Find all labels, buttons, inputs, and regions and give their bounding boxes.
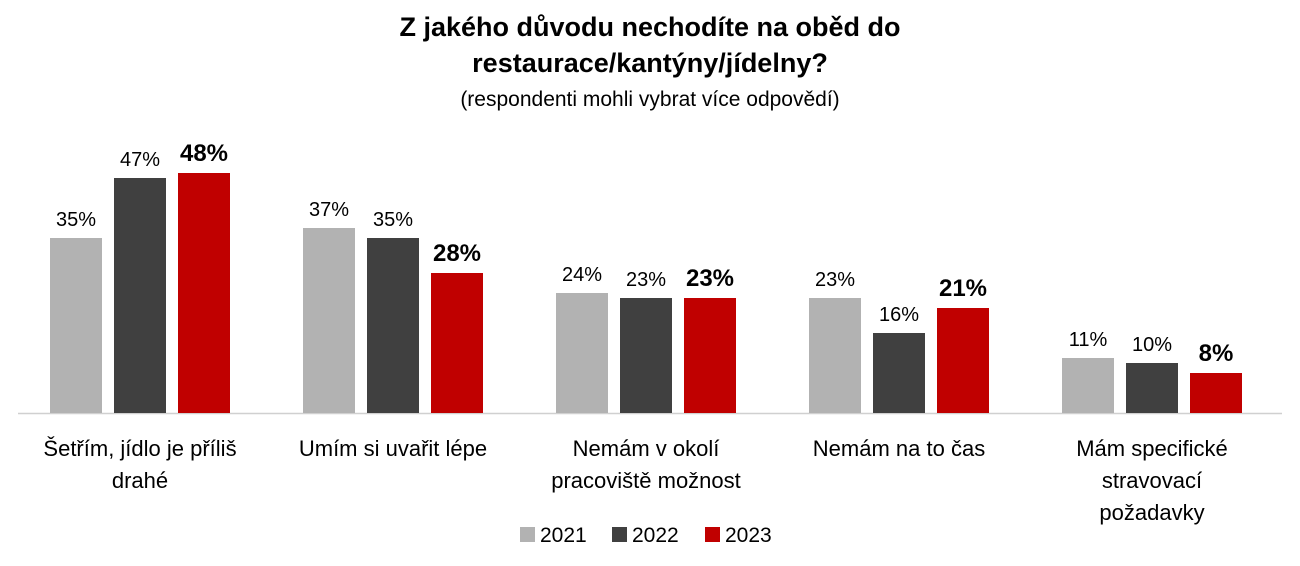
category-label-3-line-2: pracoviště možnost	[551, 468, 741, 493]
legend-swatch-2021	[520, 527, 535, 542]
category-label-5-line-2: stravovací	[1102, 468, 1202, 493]
data-label-2021-3: 24%	[562, 264, 602, 286]
data-label-2022-1: 47%	[120, 149, 160, 171]
bar-2022-1	[114, 178, 166, 413]
bar-2023-2	[431, 273, 483, 413]
data-label-2021-5: 11%	[1069, 329, 1108, 351]
bar-2022-4	[873, 333, 925, 413]
bar-2021-5	[1062, 358, 1114, 413]
bar-2021-2	[303, 228, 355, 413]
legend-swatch-2022	[612, 527, 627, 542]
category-label-1-line-2: drahé	[112, 468, 168, 493]
legend-label-2021: 2021	[540, 524, 587, 547]
bar-2023-4	[937, 308, 989, 413]
chart-title-line1: Z jakého důvodu nechodíte na oběd do	[399, 12, 901, 42]
data-label-2022-5: 10%	[1132, 334, 1172, 356]
bar-2022-2	[367, 238, 419, 413]
bar-2022-3	[620, 298, 672, 413]
data-label-2023-3: 23%	[686, 265, 734, 292]
category-label-5-line-1: Mám specifické	[1076, 436, 1228, 461]
data-label-2022-2: 35%	[373, 209, 413, 231]
category-label-1-line-1: Šetřím, jídlo je příliš	[43, 436, 236, 461]
bar-2022-5	[1126, 363, 1178, 413]
data-label-2021-4: 23%	[815, 269, 855, 291]
data-label-2023-5: 8%	[1199, 340, 1234, 367]
category-label-5-line-3: požadavky	[1099, 500, 1204, 525]
category-label-3-line-1: Nemám v okolí	[573, 436, 720, 461]
bar-2021-1	[50, 238, 102, 413]
data-label-2023-2: 28%	[433, 240, 481, 267]
chart-subtitle: (respondenti mohli vybrat více odpovědí)	[460, 88, 840, 111]
data-label-2021-2: 37%	[309, 199, 349, 221]
category-label-4-line-1: Nemám na to čas	[813, 436, 985, 461]
bar-2021-4	[809, 298, 861, 413]
data-label-2023-1: 48%	[180, 140, 228, 167]
bar-2023-1	[178, 173, 230, 413]
legend-label-2023: 2023	[725, 524, 772, 547]
legend-swatch-2023	[705, 527, 720, 542]
bar-2021-3	[556, 293, 608, 413]
data-label-2022-3: 23%	[626, 269, 666, 291]
data-label-2021-1: 35%	[56, 209, 96, 231]
category-label-2-line-1: Umím si uvařit lépe	[299, 436, 487, 461]
data-label-2023-4: 21%	[939, 275, 987, 302]
legend-label-2022: 2022	[632, 524, 679, 547]
chart-title-line2: restaurace/kantýny/jídelny?	[472, 48, 828, 78]
data-label-2022-4: 16%	[879, 304, 919, 326]
bar-2023-5	[1190, 373, 1242, 413]
bar-2023-3	[684, 298, 736, 413]
